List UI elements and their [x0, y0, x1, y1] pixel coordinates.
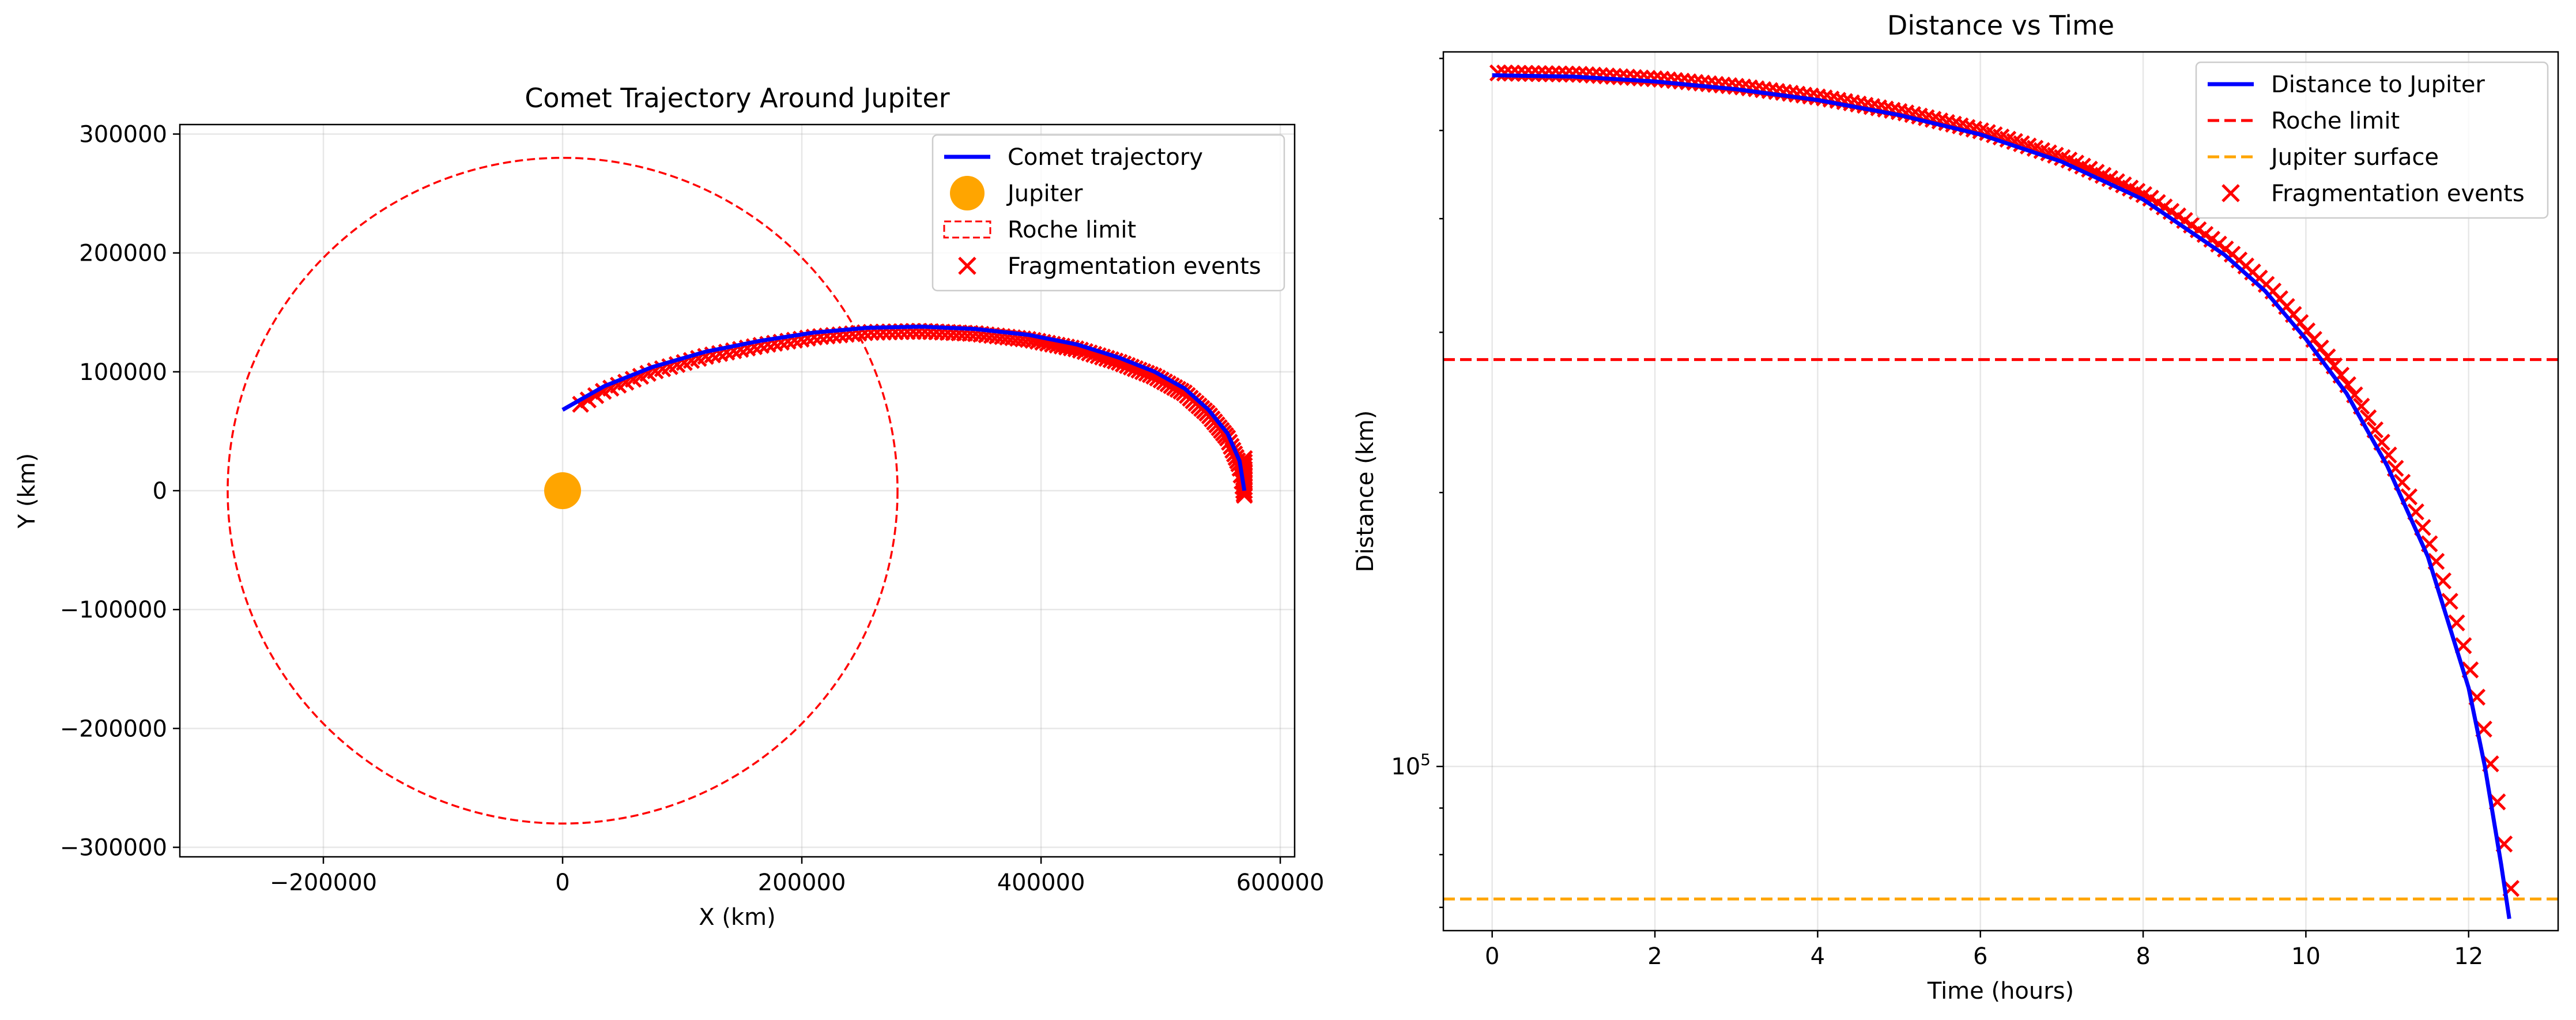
distance-x-axis-label: Time (hours) [1927, 978, 2074, 1004]
y-tick-label: −300000 [60, 835, 167, 861]
fragmentation-marker [1489, 64, 1507, 82]
fragmentation-marker [572, 396, 589, 413]
trajectory-x-axis-label: X (km) [699, 904, 775, 931]
trajectory-plot-area [227, 156, 1253, 825]
distance-plot-area [1443, 64, 2558, 920]
legend-label: Distance to Jupiter [2271, 71, 2485, 98]
fragmentation-marker [1619, 69, 1636, 86]
x-tick-label: 200000 [758, 870, 846, 896]
x-tick-label: 12 [2454, 943, 2483, 970]
fragmentation-markers [572, 322, 1253, 504]
trajectory-y-ticks: −300000 −200000 −100000 0 100000 200000 300000 [60, 121, 180, 861]
x-tick-label: 600000 [1236, 870, 1325, 896]
y-tick-label: 105 [1391, 750, 1431, 780]
distance-legend: Distance to Jupiter Roche limit Jupiter su… [2195, 61, 2549, 219]
fragmentation-marker [1612, 68, 1629, 85]
legend-label: Roche limit [1008, 217, 1136, 243]
fragmentation-marker [1537, 65, 1555, 82]
comet-trajectory-line [561, 325, 1247, 491]
y-tick-label: 100000 [79, 359, 167, 386]
x-tick-label: 400000 [997, 870, 1085, 896]
legend-label: Fragmentation events [2271, 180, 2525, 207]
fragmentation-marker [1530, 65, 1548, 82]
distance-panel: Distance vs Time 0 2 4 6 8 10 12 105 Time (hou… [1352, 10, 2559, 1004]
fragmentation-marker [1625, 69, 1643, 86]
fragmentation-marker [1496, 64, 1514, 82]
y-tick-label: 300000 [79, 121, 167, 148]
legend-handle-fragments [958, 257, 976, 275]
trajectory-panel: Comet Trajectory Around Jupiter −200000 0… [14, 82, 1324, 931]
distance-axes-frame [1442, 51, 2559, 932]
legend-label: Roche limit [2271, 108, 2400, 134]
roche-limit-circle [227, 156, 899, 825]
x-tick-label: 6 [1973, 943, 1987, 970]
legend-label: Jupiter surface [2269, 144, 2439, 171]
trajectory-grid [180, 125, 1295, 857]
fragmentation-marker [1557, 65, 1575, 83]
legend-label: Fragmentation events [1008, 253, 1261, 280]
x-tick-label: 4 [1811, 943, 1825, 970]
trajectory-legend-box [931, 134, 1285, 292]
fragmentation-marker [1510, 65, 1527, 82]
distance-y-ticks: 105 [1391, 58, 1443, 908]
legend-handle-jupiter [950, 176, 985, 210]
fragmentation-marker [1578, 66, 1595, 84]
fragmentation-marker [1503, 65, 1521, 82]
fragmentation-marker [1632, 69, 1650, 86]
fragmentation-marker [1544, 65, 1561, 82]
distance-y-axis-label: Distance (km) [1352, 411, 1379, 573]
trajectory-legend: Comet trajectory Jupiter Roche limit Fragme… [931, 134, 1285, 292]
distance-line [1492, 73, 2511, 920]
fragmentation-marker [1564, 65, 1582, 83]
y-tick-label: 200000 [79, 240, 167, 267]
fragmentation-marker [1591, 67, 1609, 84]
fragmentation-marker [1598, 67, 1616, 85]
fragmentation-marker [1551, 65, 1568, 83]
x-tick-label: 0 [1485, 943, 1499, 970]
fragmentation-marker [1517, 65, 1534, 82]
distance-x-ticks: 0 2 4 6 8 10 12 [1485, 931, 2483, 970]
fragmentation-marker [1639, 70, 1656, 87]
x-tick-label: 0 [555, 870, 569, 896]
trajectory-title: Comet Trajectory Around Jupiter [525, 82, 949, 114]
legend-label: Jupiter [1006, 180, 1083, 207]
x-tick-label: 10 [2291, 943, 2321, 970]
fragmentation-marker [1585, 66, 1602, 84]
trajectory-y-axis-label: Y (km) [14, 453, 40, 529]
trajectory-x-ticks: −200000 0 200000 400000 600000 [270, 857, 1325, 896]
legend-handle-fragments [2222, 184, 2240, 202]
jupiter-marker [544, 472, 582, 509]
y-tick-label: 0 [153, 478, 167, 505]
y-tick-label: −100000 [60, 597, 167, 623]
x-tick-label: 2 [1647, 943, 1662, 970]
distance-title: Distance vs Time [1887, 10, 2114, 41]
y-tick-label: −200000 [60, 716, 167, 742]
fragmentation-marker [1605, 67, 1622, 85]
x-tick-label: 8 [2136, 943, 2150, 970]
x-tick-label: −200000 [270, 870, 377, 896]
legend-handle-roche [943, 220, 991, 239]
legend-label: Comet trajectory [1008, 144, 1203, 171]
distance-legend-box [2195, 61, 2549, 219]
fragmentation-marker [1571, 66, 1589, 83]
fragmentation-marker [1523, 65, 1541, 82]
